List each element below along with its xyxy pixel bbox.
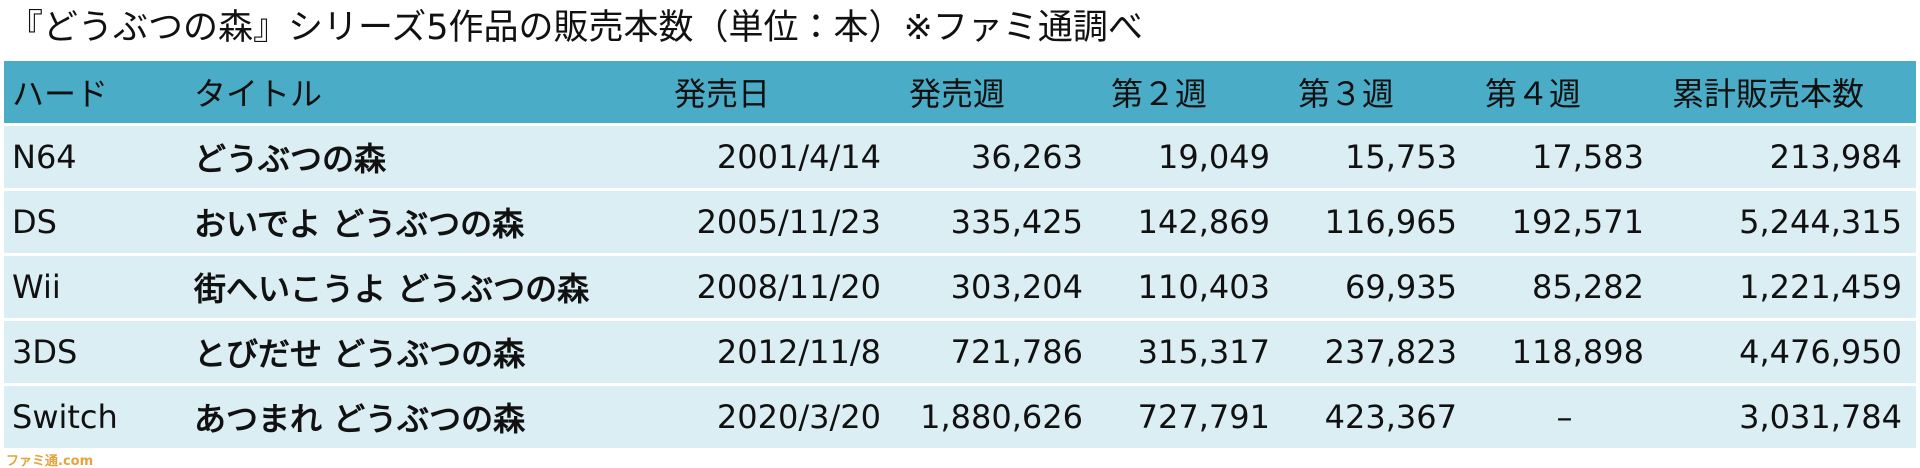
table-cell: 423,367	[1284, 383, 1471, 448]
table-cell: N64	[4, 123, 180, 190]
table-cell: 237,823	[1284, 318, 1471, 385]
table-cell: 3,031,784	[1658, 383, 1916, 448]
table-cell: 3DS	[4, 318, 180, 385]
table-cell: 2012/11/8	[660, 318, 895, 385]
table-row: 3DS とびだせ どうぶつの森 2012/11/8 721,786 315,317 237…	[4, 318, 1916, 385]
table-cell: Switch	[4, 383, 180, 448]
table-cell: 315,317	[1097, 318, 1284, 385]
table-cell: 5,244,315	[1658, 188, 1916, 255]
table-cell: 1,221,459	[1658, 253, 1916, 320]
table-cell: 2001/4/14	[660, 123, 895, 190]
table-cell: 118,898	[1471, 318, 1658, 385]
table-cell: 2008/11/20	[660, 253, 895, 320]
table-cell: とびだせ どうぶつの森	[180, 318, 660, 385]
table-cell: 2005/11/23	[660, 188, 895, 255]
table-cell: 335,425	[895, 188, 1097, 255]
watermark: ファミ通.com	[6, 454, 94, 468]
table-cell: –	[1471, 383, 1658, 448]
table-row: Wii 街へいこうよ どうぶつの森 2008/11/20 303,204 110,403…	[4, 253, 1916, 320]
table-cell: 1,880,626	[895, 383, 1097, 448]
table-cell: 303,204	[895, 253, 1097, 320]
table-row: N64 どうぶつの森 2001/4/14 36,263 19,049 15,753 17,5…	[4, 123, 1916, 190]
table-cell: Wii	[4, 253, 180, 320]
table-cell: 街へいこうよ どうぶつの森	[180, 253, 660, 320]
table-cell: 727,791	[1097, 383, 1284, 448]
header-cell: 累計販売本数	[1658, 61, 1916, 126]
header-row: ハード タイトル 発売日 発売週 第２週 第３週 第４週 累計販売本数	[4, 61, 1916, 126]
table-cell: 85,282	[1471, 253, 1658, 320]
table-cell: DS	[4, 188, 180, 255]
table-cell: 69,935	[1284, 253, 1471, 320]
header-cell: ハード	[4, 61, 180, 126]
table-cell: 19,049	[1097, 123, 1284, 190]
header-cell: 発売日	[660, 61, 895, 126]
header-cell: 発売週	[895, 61, 1097, 126]
table-cell: 213,984	[1658, 123, 1916, 190]
table-row: DS おいでよ どうぶつの森 2005/11/23 335,425 142,869 116…	[4, 188, 1916, 255]
sales-table: ハード タイトル 発売日 発売週 第２週 第３週 第４週 累計販売本数 N64 どうぶつの森 20…	[4, 61, 1916, 448]
table-cell: 116,965	[1284, 188, 1471, 255]
header-cell: 第２週	[1097, 61, 1284, 126]
header-cell: 第３週	[1284, 61, 1471, 126]
header-cell: 第４週	[1471, 61, 1658, 126]
table-cell: 721,786	[895, 318, 1097, 385]
table-cell: 142,869	[1097, 188, 1284, 255]
table-cell: 36,263	[895, 123, 1097, 190]
table-cell: 15,753	[1284, 123, 1471, 190]
table-row: Switch あつまれ どうぶつの森 2020/3/20 1,880,626 727,7…	[4, 383, 1916, 448]
table-cell: 2020/3/20	[660, 383, 895, 448]
title: 『どうぶつの森』シリーズ5作品の販売本数（単位：本）※ファミ通調べ	[8, 8, 1143, 48]
table-cell: おいでよ どうぶつの森	[180, 188, 660, 255]
table-body: N64 どうぶつの森 2001/4/14 36,263 19,049 15,753 17,5…	[4, 123, 1916, 448]
table-cell: 4,476,950	[1658, 318, 1916, 385]
table-cell: どうぶつの森	[180, 123, 660, 190]
header-cell: タイトル	[180, 61, 660, 126]
table-cell: 17,583	[1471, 123, 1658, 190]
table-cell: 192,571	[1471, 188, 1658, 255]
table-cell: あつまれ どうぶつの森	[180, 383, 660, 448]
table-cell: 110,403	[1097, 253, 1284, 320]
